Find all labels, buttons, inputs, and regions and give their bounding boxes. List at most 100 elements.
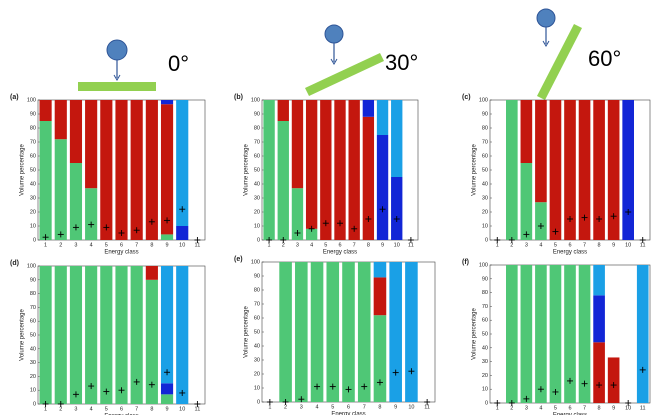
x-tick-label: 7	[353, 242, 356, 248]
y-tick-label: 30	[482, 195, 488, 201]
y-tick-label: 30	[254, 195, 260, 201]
x-axis-label: Energy class	[331, 412, 365, 415]
panel: 01020304050607080901001234567891011Energ…	[462, 259, 650, 415]
x-tick-label: 2	[510, 242, 513, 248]
bar-segment	[161, 100, 173, 104]
x-tick-label: 2	[284, 404, 287, 410]
panel: 01020304050607080901001234567891011Energ…	[10, 260, 205, 415]
panel: 01020304050607080901001234567891011Energ…	[234, 256, 435, 415]
bar-segment	[506, 265, 518, 403]
bar-segment	[40, 121, 52, 240]
bar-segment	[131, 100, 143, 240]
x-tick-label: 5	[554, 242, 557, 248]
angle-label: 0°	[168, 51, 189, 76]
y-tick-label: 10	[30, 223, 36, 229]
x-tick-label: 2	[282, 242, 285, 248]
y-tick-label: 50	[30, 167, 36, 173]
y-tick-label: 10	[482, 387, 488, 393]
y-tick-label: 10	[482, 223, 488, 229]
x-tick-label: 8	[367, 242, 370, 248]
y-tick-label: 90	[482, 111, 488, 117]
x-tick-label: 11	[640, 405, 646, 411]
y-tick-label: 90	[254, 111, 260, 117]
y-tick-label: 40	[254, 181, 260, 187]
x-tick-label: 5	[105, 406, 108, 412]
y-tick-label: 20	[30, 374, 36, 380]
x-tick-label: 3	[74, 242, 77, 248]
x-tick-label: 6	[347, 404, 350, 410]
x-tick-label: 5	[105, 242, 108, 248]
bar-segment	[115, 266, 127, 404]
bar-segment	[535, 202, 547, 240]
x-tick-label: 8	[598, 242, 601, 248]
bar-segment	[161, 383, 173, 394]
bar-segment	[334, 100, 345, 240]
page: 0° 30° 60° 01020304050607080901001234567…	[0, 0, 655, 415]
y-tick-label: 100	[27, 263, 36, 269]
x-tick-label: 2	[59, 242, 62, 248]
x-tick-label: 9	[381, 242, 384, 248]
x-tick-label: 10	[394, 242, 400, 248]
bar-segment	[521, 265, 533, 403]
bar-segment	[115, 100, 127, 240]
y-tick-label: 40	[30, 181, 36, 187]
bar-segment	[550, 100, 562, 240]
x-tick-label: 10	[625, 242, 631, 248]
bar-segment	[622, 100, 634, 240]
bar-segment	[40, 100, 52, 121]
x-tick-label: 8	[378, 404, 381, 410]
y-tick-label: 100	[479, 262, 488, 268]
y-tick-label: 20	[254, 209, 260, 215]
y-axis-label: Volume percentage	[20, 143, 26, 195]
x-tick-label: 7	[583, 405, 586, 411]
y-tick-label: 30	[482, 359, 488, 365]
panel-label: (a)	[10, 94, 19, 101]
x-tick-label: 10	[408, 404, 414, 410]
bar-segment	[55, 139, 67, 240]
angle-label: 30°	[385, 50, 418, 75]
bar-segment	[377, 100, 388, 135]
x-tick-label: 11	[195, 242, 201, 248]
bar-segment	[326, 262, 339, 402]
x-tick-label: 9	[166, 406, 169, 412]
y-tick-label: 60	[482, 318, 488, 324]
y-tick-label: 60	[254, 315, 260, 321]
bar-segment	[278, 100, 289, 121]
bar-segment	[550, 265, 562, 403]
bar-segment	[161, 104, 173, 234]
bar-segment	[100, 100, 112, 240]
x-tick-label: 9	[166, 242, 169, 248]
bar-segment	[279, 262, 292, 402]
panel-label: (c)	[462, 94, 471, 101]
x-tick-label: 1	[44, 242, 47, 248]
x-tick-label: 1	[496, 405, 499, 411]
y-tick-label: 60	[30, 153, 36, 159]
x-tick-label: 2	[59, 406, 62, 412]
bar-segment	[263, 100, 274, 240]
ball	[107, 40, 127, 60]
y-tick-label: 0	[485, 237, 488, 243]
y-tick-label: 70	[482, 139, 488, 145]
bar-segment	[278, 121, 289, 240]
y-tick-label: 70	[30, 139, 36, 145]
bar-segment	[506, 100, 518, 240]
bar-segment	[161, 266, 173, 383]
panel-label: (e)	[234, 256, 243, 263]
x-tick-label: 11	[424, 404, 430, 410]
bar-segment	[389, 262, 402, 402]
x-tick-label: 6	[568, 405, 571, 411]
y-tick-label: 100	[479, 97, 488, 103]
y-tick-label: 60	[482, 153, 488, 159]
y-tick-label: 0	[485, 400, 488, 406]
x-tick-label: 6	[120, 406, 123, 412]
y-tick-label: 80	[30, 291, 36, 297]
y-tick-label: 80	[254, 287, 260, 293]
y-tick-label: 20	[482, 373, 488, 379]
x-tick-label: 7	[363, 404, 366, 410]
panel-label: (b)	[234, 94, 243, 101]
bar-segment	[391, 177, 402, 240]
x-tick-label: 4	[90, 406, 93, 412]
panel: 01020304050607080901001234567891011Energ…	[462, 94, 650, 256]
y-tick-label: 0	[257, 237, 260, 243]
x-tick-label: 1	[496, 242, 499, 248]
